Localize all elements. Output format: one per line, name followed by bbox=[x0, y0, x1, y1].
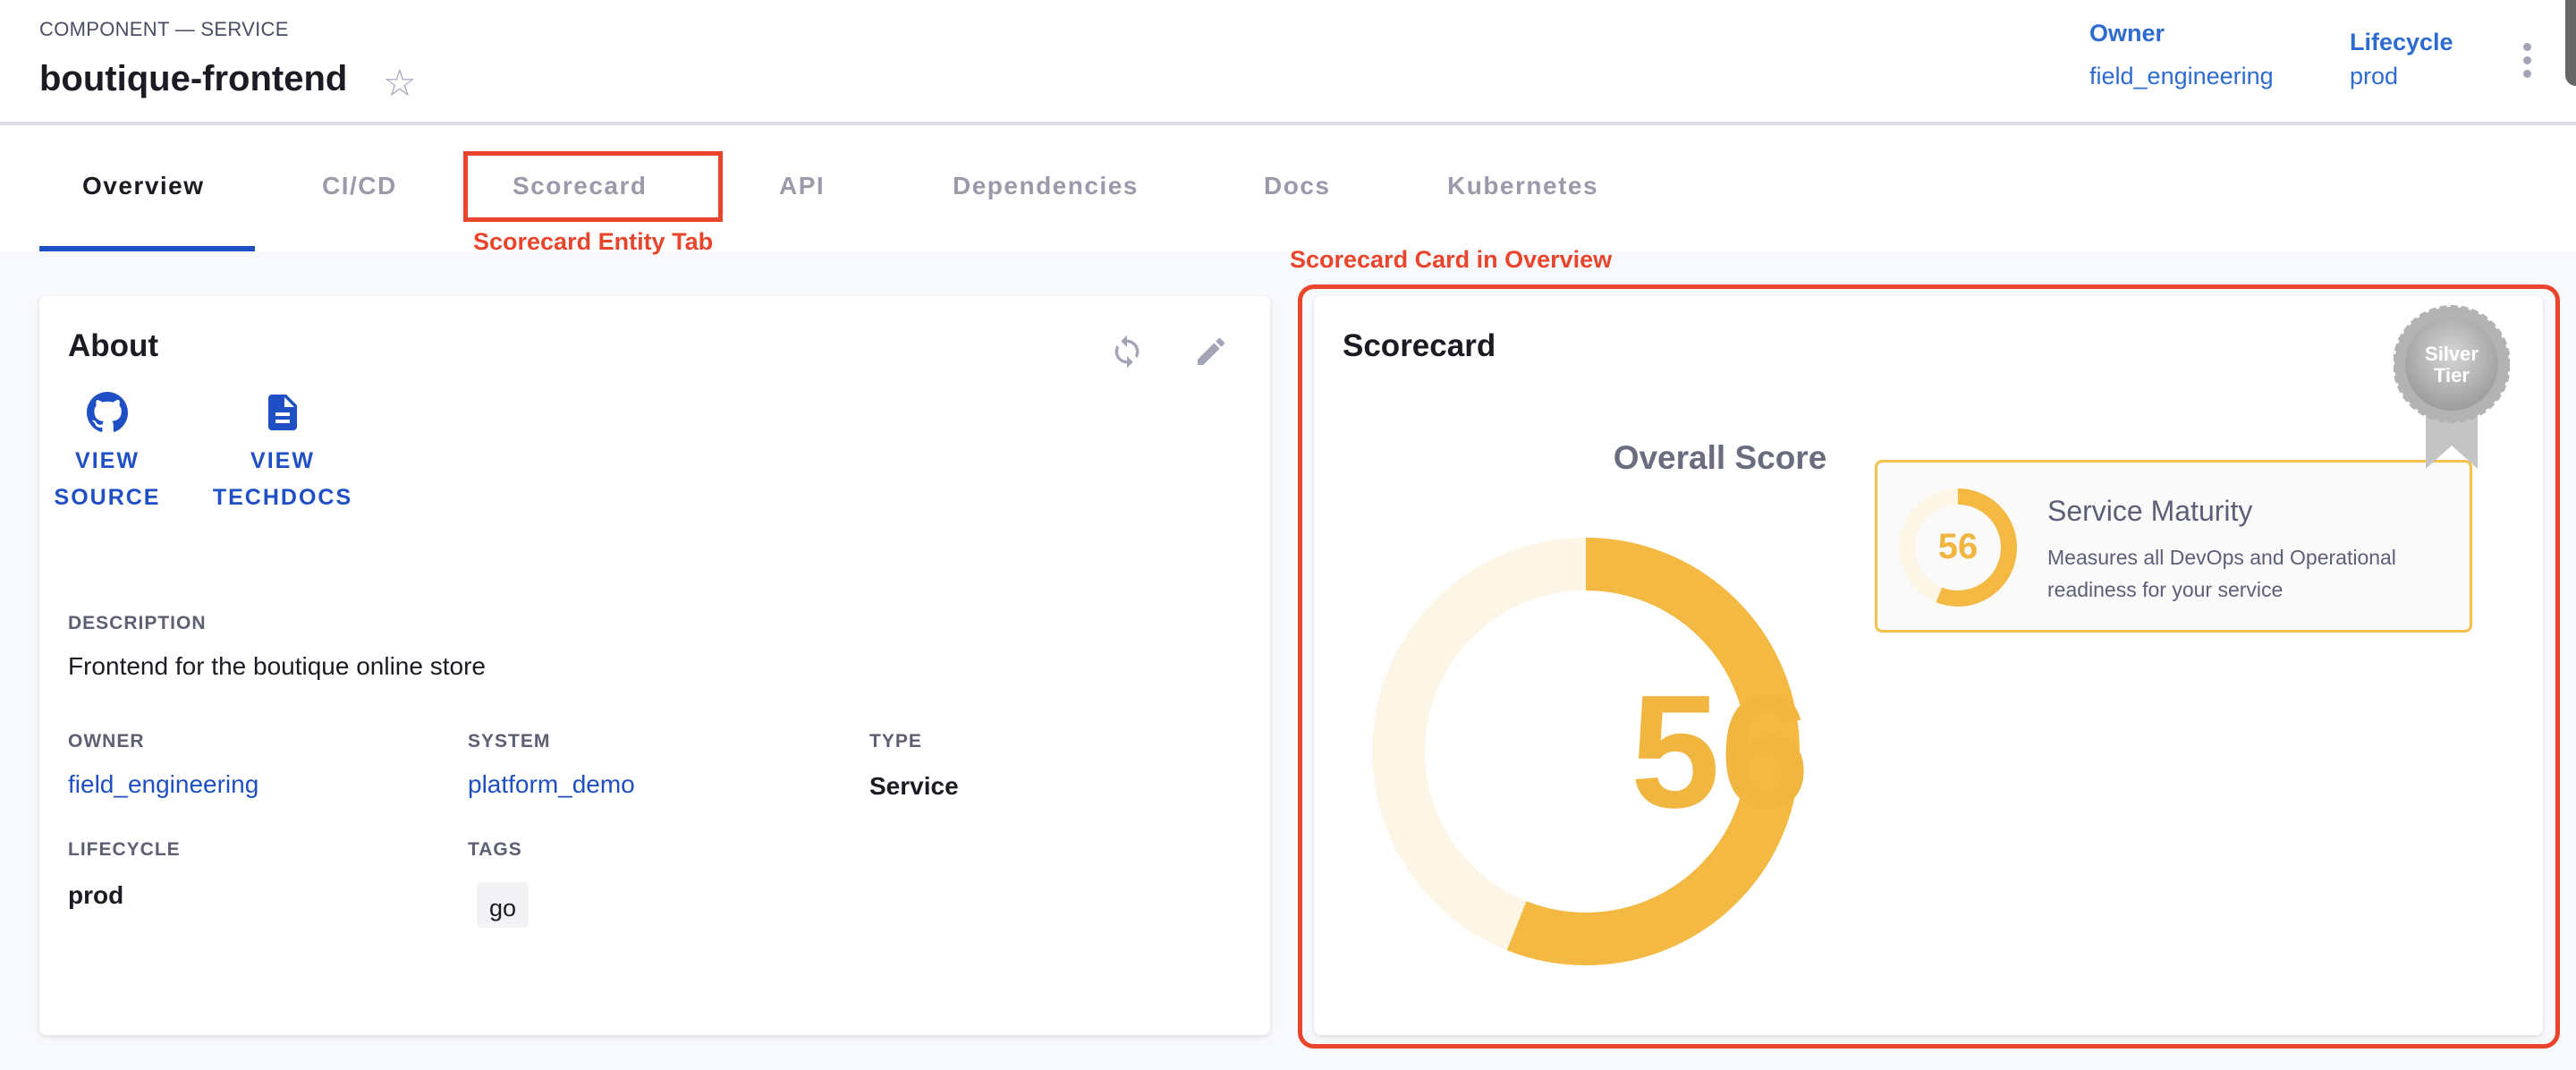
tab-docs[interactable]: Docs bbox=[1264, 172, 1331, 200]
lifecycle-field-label: LIFECYCLE bbox=[68, 839, 181, 860]
check-score-donut bbox=[1899, 488, 2017, 607]
page-title: boutique-frontend bbox=[39, 59, 348, 98]
donut-score-arc bbox=[1372, 538, 1800, 965]
tab-kubernetes[interactable]: Kubernetes bbox=[1447, 172, 1599, 200]
owner-field-link[interactable]: field_engineering bbox=[68, 770, 259, 798]
system-field-label: SYSTEM bbox=[468, 731, 551, 752]
silver-tier-badge-icon: Silver Tier bbox=[2394, 305, 2510, 469]
owner-link[interactable]: field_engineering bbox=[2089, 63, 2274, 89]
lifecycle-label: Lifecycle bbox=[2350, 29, 2453, 55]
github-icon bbox=[87, 392, 129, 432]
type-field-value: Service bbox=[869, 772, 959, 800]
view-source-line2: SOURCE bbox=[54, 485, 161, 510]
view-techdocs-link[interactable]: VIEW TECHDOCS bbox=[209, 391, 356, 516]
overall-score-label: Overall Score bbox=[1613, 439, 1827, 476]
scorecard-card: Scorecard Overall Score 56 56 Service Ma… bbox=[1314, 296, 2543, 1035]
annotation-card-label: Scorecard Card in Overview bbox=[1290, 246, 1613, 273]
tags-field-label: TAGS bbox=[468, 839, 522, 860]
annotation-box-tab bbox=[463, 151, 723, 222]
overall-score-donut bbox=[1372, 538, 1800, 965]
scorecard-title: Scorecard bbox=[1343, 328, 1496, 363]
tab-overview[interactable]: Overview bbox=[82, 172, 205, 200]
lifecycle-value: prod bbox=[2350, 63, 2399, 89]
annotation-box-card bbox=[1298, 284, 2560, 1049]
about-title: About bbox=[68, 328, 159, 363]
tag-chip[interactable]: go bbox=[477, 882, 530, 928]
tab-scorecard[interactable]: Scorecard bbox=[513, 172, 648, 200]
scrollbar[interactable] bbox=[2565, 0, 2576, 86]
edit-icon[interactable] bbox=[1193, 334, 1229, 369]
description-value: Frontend for the boutique online store bbox=[68, 652, 486, 680]
document-icon bbox=[268, 395, 297, 430]
type-field-label: TYPE bbox=[869, 731, 922, 752]
badge-line1: Silver bbox=[2425, 343, 2479, 365]
entity-kind: COMPONENT — SERVICE bbox=[39, 18, 289, 40]
tab-dependencies[interactable]: Dependencies bbox=[953, 172, 1139, 200]
owner-label: Owner bbox=[2089, 20, 2165, 47]
tab-cicd[interactable]: CI/CD bbox=[322, 172, 397, 200]
view-source-line1: VIEW bbox=[75, 448, 140, 473]
owner-field-label: OWNER bbox=[68, 731, 145, 752]
check-score-value: 56 bbox=[1937, 527, 1979, 566]
description-label: DESCRIPTION bbox=[68, 613, 207, 633]
overall-score-value: 56 bbox=[1630, 662, 1810, 842]
system-field-link[interactable]: platform_demo bbox=[468, 770, 635, 798]
tab-bar: Overview CI/CD Scorecard API Dependencie… bbox=[0, 129, 2576, 251]
view-source-link[interactable]: VIEW SOURCE bbox=[52, 391, 163, 516]
entity-header: COMPONENT — SERVICE boutique-frontend ☆ … bbox=[0, 0, 2576, 125]
view-techdocs-line1: VIEW bbox=[250, 448, 315, 473]
check-card-service-maturity[interactable]: 56 Service Maturity Measures all DevOps … bbox=[1875, 460, 2472, 633]
active-tab-indicator bbox=[39, 246, 255, 251]
check-description: Measures all DevOps and Operational read… bbox=[2047, 546, 2396, 601]
lifecycle-field-value: prod bbox=[68, 881, 124, 909]
about-card: About VIEW SOURCE VIEW TECHDOCS DESCRIPT… bbox=[39, 296, 1270, 1035]
star-icon[interactable]: ☆ bbox=[383, 62, 417, 104]
view-techdocs-line2: TECHDOCS bbox=[212, 485, 353, 510]
annotation-tab-label: Scorecard Entity Tab bbox=[473, 228, 714, 255]
tab-api[interactable]: API bbox=[779, 172, 826, 200]
badge-line2: Tier bbox=[2434, 364, 2470, 386]
check-name: Service Maturity bbox=[2047, 495, 2253, 527]
more-vertical-icon[interactable] bbox=[2521, 43, 2533, 83]
check-donut-arc bbox=[1899, 488, 2017, 607]
refresh-icon[interactable] bbox=[1109, 334, 1145, 369]
